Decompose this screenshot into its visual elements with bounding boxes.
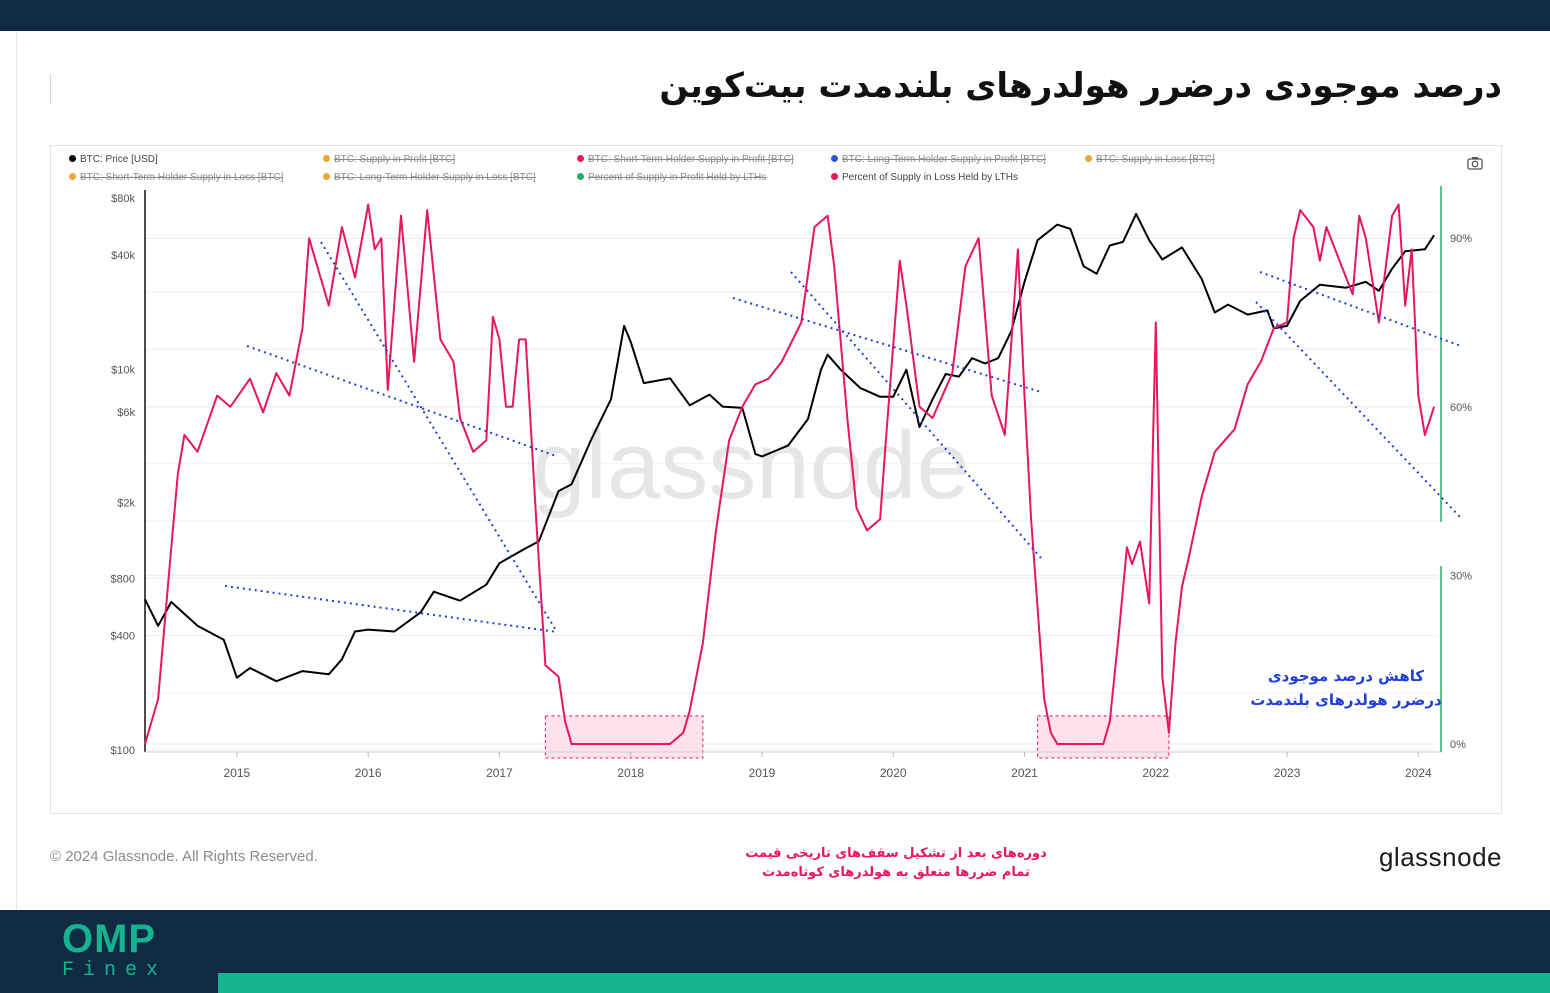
page-title: درصد موجودی درضرر هولدرهای بلندمدت بیت‌ک… [659,66,1502,106]
legend-label: Percent of Supply in Profit Held by LTHs [588,172,767,183]
footer-copyright: © 2024 Glassnode. All Rights Reserved. [50,848,318,865]
annotation-lth-decline-line2: درضرر هولدرهای بلندمدت [1250,691,1442,709]
legend-swatch [577,173,584,180]
x-tick-label: 2020 [880,766,907,780]
y-left-tick-label: $400 [111,631,135,643]
x-tick-label: 2019 [749,766,776,780]
legend-swatch [1085,155,1092,162]
x-tick-label: 2022 [1142,766,1169,780]
y-left-tick-label: $6k [117,407,135,419]
y-left-tick-label: $800 [111,573,135,585]
bottom-accent-bar [218,973,1550,993]
brand-logo-finex: Finex [62,959,168,982]
x-tick-label: 2015 [224,766,251,780]
legend-label: BTC: Long-Term Holder Supply in Loss [BT… [334,172,536,183]
y-left-tick-label: $40k [111,250,135,262]
y-right-tick-label: 0% [1450,739,1466,751]
trendline [246,345,557,457]
trendline [1255,301,1462,519]
legend-item[interactable]: BTC: Price [USD] [69,154,158,165]
trendline [732,297,1042,393]
camera-icon[interactable] [1467,156,1483,170]
price-line [144,212,1435,683]
x-tick-label: 2023 [1274,766,1301,780]
shaded-region [544,715,704,759]
x-tick-label: 2018 [617,766,644,780]
x-tick-label: 2016 [355,766,382,780]
legend-label: Percent of Supply in Loss Held by LTHs [842,172,1019,183]
legend-swatch [69,173,76,180]
chart-svg: glassnode $100 $400 $800 $2k $6k $10k $40k $80k 0… [111,186,1472,780]
legend-swatch [577,155,584,162]
page-left-rule [16,31,17,910]
legend-item[interactable]: Percent of Supply in Loss Held by LTHs [831,172,1018,183]
y-left-tick-label: $100 [111,745,135,757]
legend-item[interactable]: BTC: Short-Term Holder Supply in Profit … [577,154,794,165]
brand-logo-omp: OMP [62,917,157,961]
annotation-lth-decline: کاهش درصد موجودی درضرر هولدرهای بلندمدت [1235,664,1457,712]
trendline [224,585,558,633]
watermark-text: glassnode [532,412,970,519]
top-header-bar [0,0,1550,31]
x-tick-label: 2024 [1405,766,1432,780]
legend-item[interactable]: BTC: Supply in Profit [BTC] [323,154,455,165]
y-right-tick-label: 60% [1450,402,1472,414]
footer-logo: glassnode [1378,842,1502,872]
lth-loss-percent-line [144,203,1436,745]
y-right-tick-label: 90% [1450,233,1472,245]
annotation-ath-periods-line2: تمام ضررها متعلق به هولدرهای کوتاه‌مدت [762,865,1030,880]
legend-label: BTC: Short-Term Holder Supply in Profit … [588,154,794,165]
title-divider [50,74,51,104]
trendline [320,241,558,633]
legend-label: BTC: Supply in Profit [BTC] [334,154,456,165]
legend-swatch [323,155,330,162]
legend-item[interactable]: BTC: Long-Term Holder Supply in Loss [BT… [323,172,536,183]
x-tick-label: 2017 [486,766,513,780]
annotation-ath-periods-line1: دوره‌های بعد از تشکیل سقف‌های تاریخی قیم… [745,846,1047,861]
chart-frame: glassnode $100 $400 $800 $2k $6k $10k $40k $80k 0… [50,145,1502,880]
annotation-ath-periods: دوره‌های بعد از تشکیل سقف‌های تاریخی قیم… [741,844,1051,882]
legend-label: BTC: Supply in Loss [BTC] [1096,154,1215,165]
x-tick-label: 2021 [1011,766,1038,780]
legend-swatch [69,155,76,162]
legend-label: BTC: Short-Term Holder Supply in Loss [B… [80,172,284,183]
annotation-lth-decline-line1: کاهش درصد موجودی [1267,667,1425,685]
y-left-tick-label: $2k [117,498,135,510]
legend-item[interactable]: BTC: Long-Term Holder Supply in Profit [… [831,154,1046,165]
legend-label: BTC: Long-Term Holder Supply in Profit [… [842,154,1046,165]
legend-swatch [831,173,838,180]
y-right-tick-label: 30% [1450,570,1472,582]
shaded-region [1037,715,1170,759]
y-left-tick-label: $10k [111,365,135,377]
legend-item[interactable]: BTC: Short-Term Holder Supply in Loss [B… [69,172,283,183]
legend-item[interactable]: BTC: Supply in Loss [BTC] [1085,154,1215,165]
y-left-tick-label: $80k [111,193,135,205]
legend-item[interactable]: Percent of Supply in Profit Held by LTHs [577,172,766,183]
legend-swatch [323,173,330,180]
legend-label: BTC: Price [USD] [80,154,158,165]
legend-swatch [831,155,838,162]
